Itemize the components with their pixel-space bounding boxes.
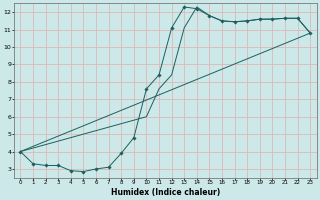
X-axis label: Humidex (Indice chaleur): Humidex (Indice chaleur) (111, 188, 220, 197)
